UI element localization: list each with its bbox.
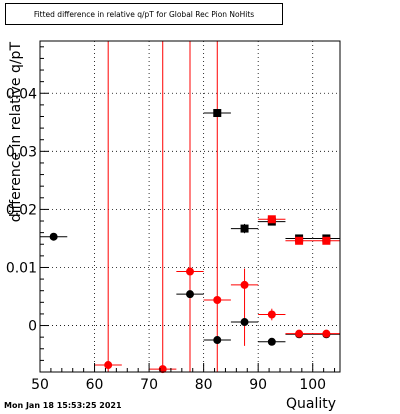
axis-ticks [39,46,336,373]
data-markers [49,109,331,374]
circle-marker [213,336,222,345]
square-marker [267,215,276,224]
circle-marker [322,329,331,338]
y-tick-label: 0.03 [6,144,37,160]
y-tick-label: 0.01 [6,260,37,276]
x-tick-label: 50 [31,377,49,393]
circle-marker [240,318,249,327]
x-axis-label: Quality [286,396,337,412]
y-axis-label: difference in relative q/pT [8,42,24,223]
x-tick-label: 100 [299,377,326,393]
chart-title-box: Fitted difference in relative q/pT for G… [5,3,283,25]
y-tick-label: 0.04 [6,86,37,102]
y-tick-label: 0.02 [6,202,37,218]
circle-marker [267,310,276,319]
circle-marker [240,280,249,289]
chart-title: Fitted difference in relative q/pT for G… [33,10,255,19]
x-tick-label: 60 [86,377,104,393]
tick-labels: 50 60 70 80 90 100 0 0.01 0.02 0.03 0.04 [6,86,326,393]
circle-marker [267,337,276,346]
x-tick-label: 80 [195,377,213,393]
square-marker [295,236,304,245]
plot-frame [39,40,341,373]
circle-marker [186,290,194,299]
circle-marker [158,365,167,374]
square-marker [213,109,222,118]
timestamp-footer: Mon Jan 18 15:53:25 2021 [4,401,122,410]
circle-marker [49,232,58,241]
x-tick-label: 90 [249,377,267,393]
circle-marker [295,329,304,338]
circle-marker [213,295,222,304]
square-marker [240,224,249,233]
y-tick-label: 0 [28,319,37,335]
circle-marker [186,267,194,276]
error-bars [40,41,340,372]
circle-marker [104,361,113,370]
square-marker [322,236,331,245]
x-tick-label: 70 [140,377,158,393]
